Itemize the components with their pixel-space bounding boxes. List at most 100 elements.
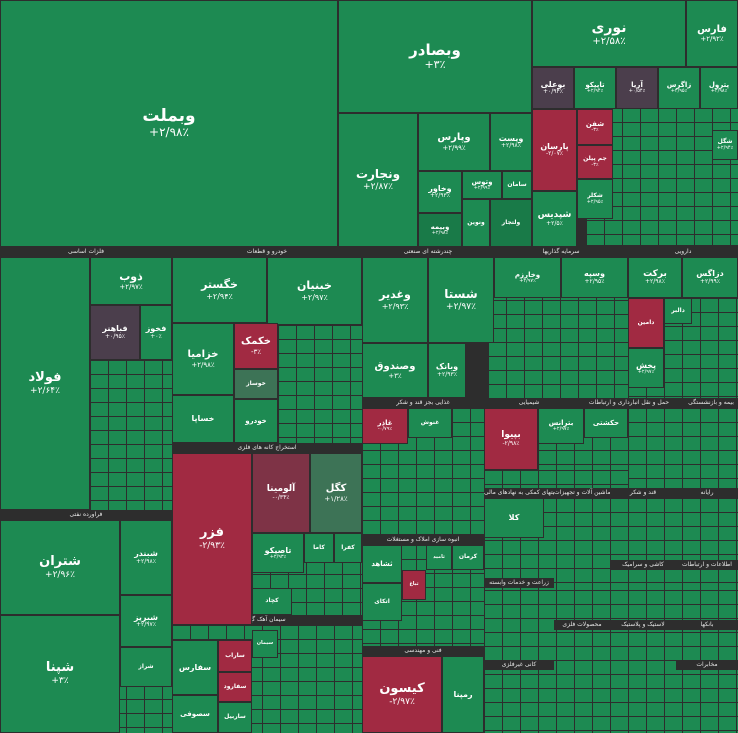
sector-header: فراورده نفتی xyxy=(0,510,172,520)
sector-header: دارویی xyxy=(628,247,738,257)
tile-kegol[interactable]: کگل +۱/۲۸٪ xyxy=(310,453,362,533)
tile-vakhavar[interactable]: وخاور +۲/۹۳٪ xyxy=(418,171,462,213)
tiles-cluster xyxy=(90,360,172,510)
tile-khbonyan[interactable]: خبنیان +۲/۹۷٪ xyxy=(267,257,362,325)
tile-parsan[interactable]: پارسان -۲/۰۷٪ xyxy=(532,109,577,191)
tile-boali[interactable]: بوعلی +۰/۹۴٪ xyxy=(532,67,574,109)
tiles-cluster xyxy=(278,325,362,443)
tile-damin[interactable]: دامین xyxy=(628,298,664,348)
tile-sarbil[interactable]: ساربیل xyxy=(218,702,252,733)
tile-khkomak[interactable]: خکمک -۳٪ xyxy=(234,323,278,369)
tile-kechad[interactable]: کچاد xyxy=(252,588,292,615)
sector-header: محصولات فلزی xyxy=(554,620,610,630)
tile-vatejarat[interactable]: ونجارت +۲/۸۷٪ xyxy=(338,113,418,247)
tile-shiraz[interactable]: شراز xyxy=(120,647,172,687)
tile-khsapa[interactable]: خساپا xyxy=(172,395,234,443)
sector-header: فعالیتهای کمکی به نهادهای مالی xyxy=(484,488,554,498)
sector-header: سرمایه گذاریها xyxy=(494,247,628,257)
sector-header: شیمیایی xyxy=(484,398,574,408)
sector-header: غذایی بجز قند و شکر xyxy=(362,398,484,408)
tile-btrans[interactable]: بترانس +۲/۹۷٪ xyxy=(538,408,584,444)
tile-vabime[interactable]: وبیمه +۲/۹۸٪ xyxy=(418,213,462,247)
tile-hekeshti[interactable]: حکشتی xyxy=(584,408,628,438)
tile-shatran[interactable]: شتران +۲/۹۶٪ xyxy=(0,520,120,615)
sector-header: کانی غیرفلزی xyxy=(484,660,554,670)
tile-ramapna[interactable]: رمپنا xyxy=(442,656,484,733)
tile-zagros[interactable]: زاگرس +۲/۹۵٪ xyxy=(658,67,700,109)
tile-etekay[interactable]: اتکای xyxy=(362,583,402,621)
sector-header: حمل و نقل انبارداری و ارتباطات xyxy=(574,398,684,408)
sector-header: انبوه سازی املاک و مستغلات xyxy=(362,535,484,545)
tile-shasta[interactable]: شستا +۲/۹۷٪ xyxy=(428,257,494,343)
tiles-cluster xyxy=(628,408,738,488)
tile-aria[interactable]: آریا +۰/۵۴٪ xyxy=(616,67,658,109)
tile-samid[interactable]: ثامید xyxy=(426,545,452,570)
tile-fakhooz[interactable]: فخوز +۰٪ xyxy=(140,305,172,360)
tile-kama[interactable]: کاما xyxy=(304,533,334,563)
tile-khzamia[interactable]: خزامیا +۲/۹۸٪ xyxy=(172,323,234,395)
tile-pakhsh[interactable]: پخش +۲/۹۷٪ xyxy=(628,348,664,388)
tile-kayson[interactable]: کیسون -۲/۹۷٪ xyxy=(362,656,442,733)
tile-ghenoosh[interactable]: غنوش xyxy=(408,408,452,438)
tile-shabriz[interactable]: شبریز +۲/۹۷٪ xyxy=(120,595,172,647)
tile-vapars[interactable]: وپارس +۲/۹۹٪ xyxy=(418,113,490,171)
tile-safars[interactable]: سفارس xyxy=(172,640,218,695)
tile-vabank[interactable]: وبانک +۲/۹۳٪ xyxy=(428,343,466,398)
tile-tasiko[interactable]: تاصیکو +۲/۹۳٪ xyxy=(252,533,304,573)
tile-foolad[interactable]: فولاد +۲/۶۴٪ xyxy=(0,257,90,510)
tile-khosaz[interactable]: خوساز xyxy=(234,369,278,399)
sector-header: زراعت و خدمات وابسته xyxy=(484,578,554,588)
sector-header: فلزات اساسی xyxy=(0,247,172,257)
tile-valtejar[interactable]: ولتجار xyxy=(490,199,532,247)
sector-header: سیمان آهک گچ xyxy=(172,615,362,625)
tile-shekalar[interactable]: شکلر +۲/۹۵٪ xyxy=(577,179,613,219)
tile-noori[interactable]: نوری +۲/۵۸٪ xyxy=(532,0,686,67)
tile-petrol[interactable]: پترول +۲/۹۸٪ xyxy=(700,67,738,109)
sector-header: ماشین آلات و تجهیزات xyxy=(554,488,610,498)
tile-vaghadir[interactable]: وغدیر +۲/۹۳٪ xyxy=(362,257,428,343)
sector-header: بیمه و بازنشستگی xyxy=(684,398,738,408)
tile-alumina[interactable]: آلومینا -۰/۳۴٪ xyxy=(252,453,310,533)
tile-vasandoogh[interactable]: وصندوق +۳٪ xyxy=(362,343,428,398)
sector-header: مخابرات xyxy=(676,660,738,670)
tile-barekat[interactable]: برکت +۲/۹۸٪ xyxy=(628,257,682,298)
tile-shepna[interactable]: شپنا +۳٪ xyxy=(0,615,120,733)
tile-vasepah[interactable]: وسپه +۲/۹۵٪ xyxy=(561,257,628,298)
tile-vapost[interactable]: وپست +۲/۹۸٪ xyxy=(490,113,532,171)
tile-fabahonar[interactable]: فباهنر +۰/۹۵٪ xyxy=(90,305,140,360)
sector-header: خودرو و قطعات xyxy=(172,247,362,257)
tile-venovin[interactable]: ونوین xyxy=(462,199,490,247)
tile-ghazar[interactable]: غاذر -۰/۷۹٪ xyxy=(362,408,408,444)
tile-vabmellat[interactable]: وبملت +۲/۹۸٪ xyxy=(0,0,338,247)
tile-siman[interactable]: سیمان xyxy=(252,630,278,658)
tile-kala[interactable]: کلا xyxy=(484,498,544,538)
tile-shbandar[interactable]: شبندر +۲/۹۸٪ xyxy=(120,520,172,595)
tile-sashahed[interactable]: ثشاهد xyxy=(362,545,402,583)
tile-shegol[interactable]: شگل +۲/۹۴٪ xyxy=(712,130,738,160)
tile-fars[interactable]: فارس +۲/۹۲٪ xyxy=(686,0,738,67)
tile-tapiko[interactable]: تاپیکو +۲/۹۴٪ xyxy=(574,67,616,109)
tile-kafra[interactable]: کفرا xyxy=(334,533,362,563)
tile-shapdis[interactable]: شپدیس +۲/۵٪ xyxy=(532,191,577,247)
sector-header: لاستیک و پلاستیک xyxy=(610,620,676,630)
tile-saman[interactable]: سامان xyxy=(502,171,532,199)
tile-vakharazm[interactable]: وخارزم +۲/۹۷٪ xyxy=(494,257,561,298)
tile-fezar[interactable]: فزر -۲/۹۳٪ xyxy=(172,453,252,625)
tile-safarood[interactable]: سفارود xyxy=(218,672,252,702)
tile-vatoos[interactable]: وتوس +۲/۹۹٪ xyxy=(462,171,502,199)
tile-zob[interactable]: ذوب +۲/۹۷٪ xyxy=(90,257,172,305)
tile-sabagh[interactable]: ثباغ xyxy=(402,570,426,600)
sector-header: بانکها xyxy=(676,620,738,630)
tile-khgostar[interactable]: خگستر +۲/۹۴٪ xyxy=(172,257,267,323)
tile-sarab[interactable]: ساراب xyxy=(218,640,252,672)
tile-shafan[interactable]: شفن -۳٪ xyxy=(577,109,613,145)
tile-jampilen[interactable]: جم پیلن -۳٪ xyxy=(577,145,613,179)
tile-vabsader[interactable]: وبصادر +۳٪ xyxy=(338,0,532,113)
tile-sasufi[interactable]: سصوفی xyxy=(172,695,218,733)
tile-bpiva[interactable]: بپیوا -۲/۹۸٪ xyxy=(484,408,538,470)
tile-khodro[interactable]: خودرو xyxy=(234,399,278,443)
tile-dalbor[interactable]: دالبر xyxy=(664,298,692,324)
tile-kerman[interactable]: کرمان xyxy=(452,545,484,570)
tile-dezagas[interactable]: دزاگس +۲/۹۹٪ xyxy=(682,257,738,298)
